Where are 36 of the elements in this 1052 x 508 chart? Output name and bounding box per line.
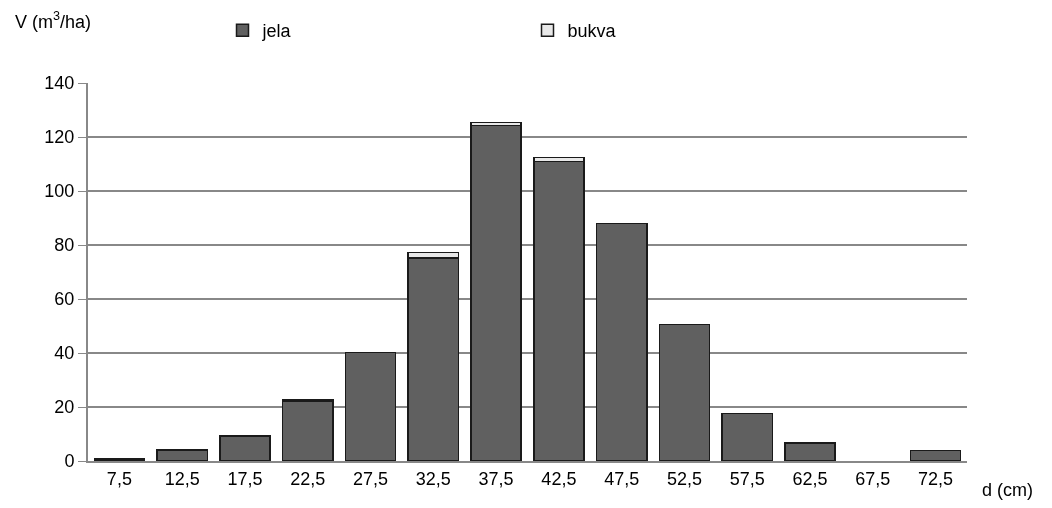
legend-label: bukva [567,21,617,42]
x-tick-label: 7,5 [106,468,132,489]
y-tick-label: 100 [44,181,75,202]
bar [533,160,585,461]
bar [784,442,836,461]
x-tick-label: 52,5 [666,468,702,489]
x-tick-label: 57,5 [729,468,765,489]
bar [219,435,271,461]
x-tick-label: 12,5 [164,468,200,489]
y-tick-label: 20 [54,397,75,418]
x-tick-label: 27,5 [353,468,389,489]
bar [658,323,711,461]
x-tick-label: 17,5 [227,468,263,489]
x-tick-label: 42,5 [541,468,577,489]
bar [470,124,522,461]
x-tick-label: 22,5 [290,468,326,489]
x-axis-title: d (cm) [982,480,1033,500]
y-tick-label: 40 [54,343,75,364]
bar [344,351,397,461]
y-tick-label: 120 [44,127,75,148]
x-tick-label: 62,5 [792,468,828,489]
y-tick-label: 60 [54,289,75,310]
legend-label: jela [261,21,292,42]
x-tick-label: 67,5 [855,468,891,489]
x-tick-label: 37,5 [478,468,514,489]
x-tick-label: 72,5 [918,468,954,489]
y-tick-label: 80 [54,235,75,256]
bar [909,449,962,461]
bar [721,412,774,461]
y-axis-title: V (m$^{3}$/ha) [15,9,92,32]
y-tick-label: 0 [64,451,75,472]
bar [281,400,334,461]
y-tick-label: 140 [44,73,75,94]
x-tick-label: 32,5 [415,468,451,489]
x-tick-label: 47,5 [604,468,640,489]
bar [595,222,648,461]
